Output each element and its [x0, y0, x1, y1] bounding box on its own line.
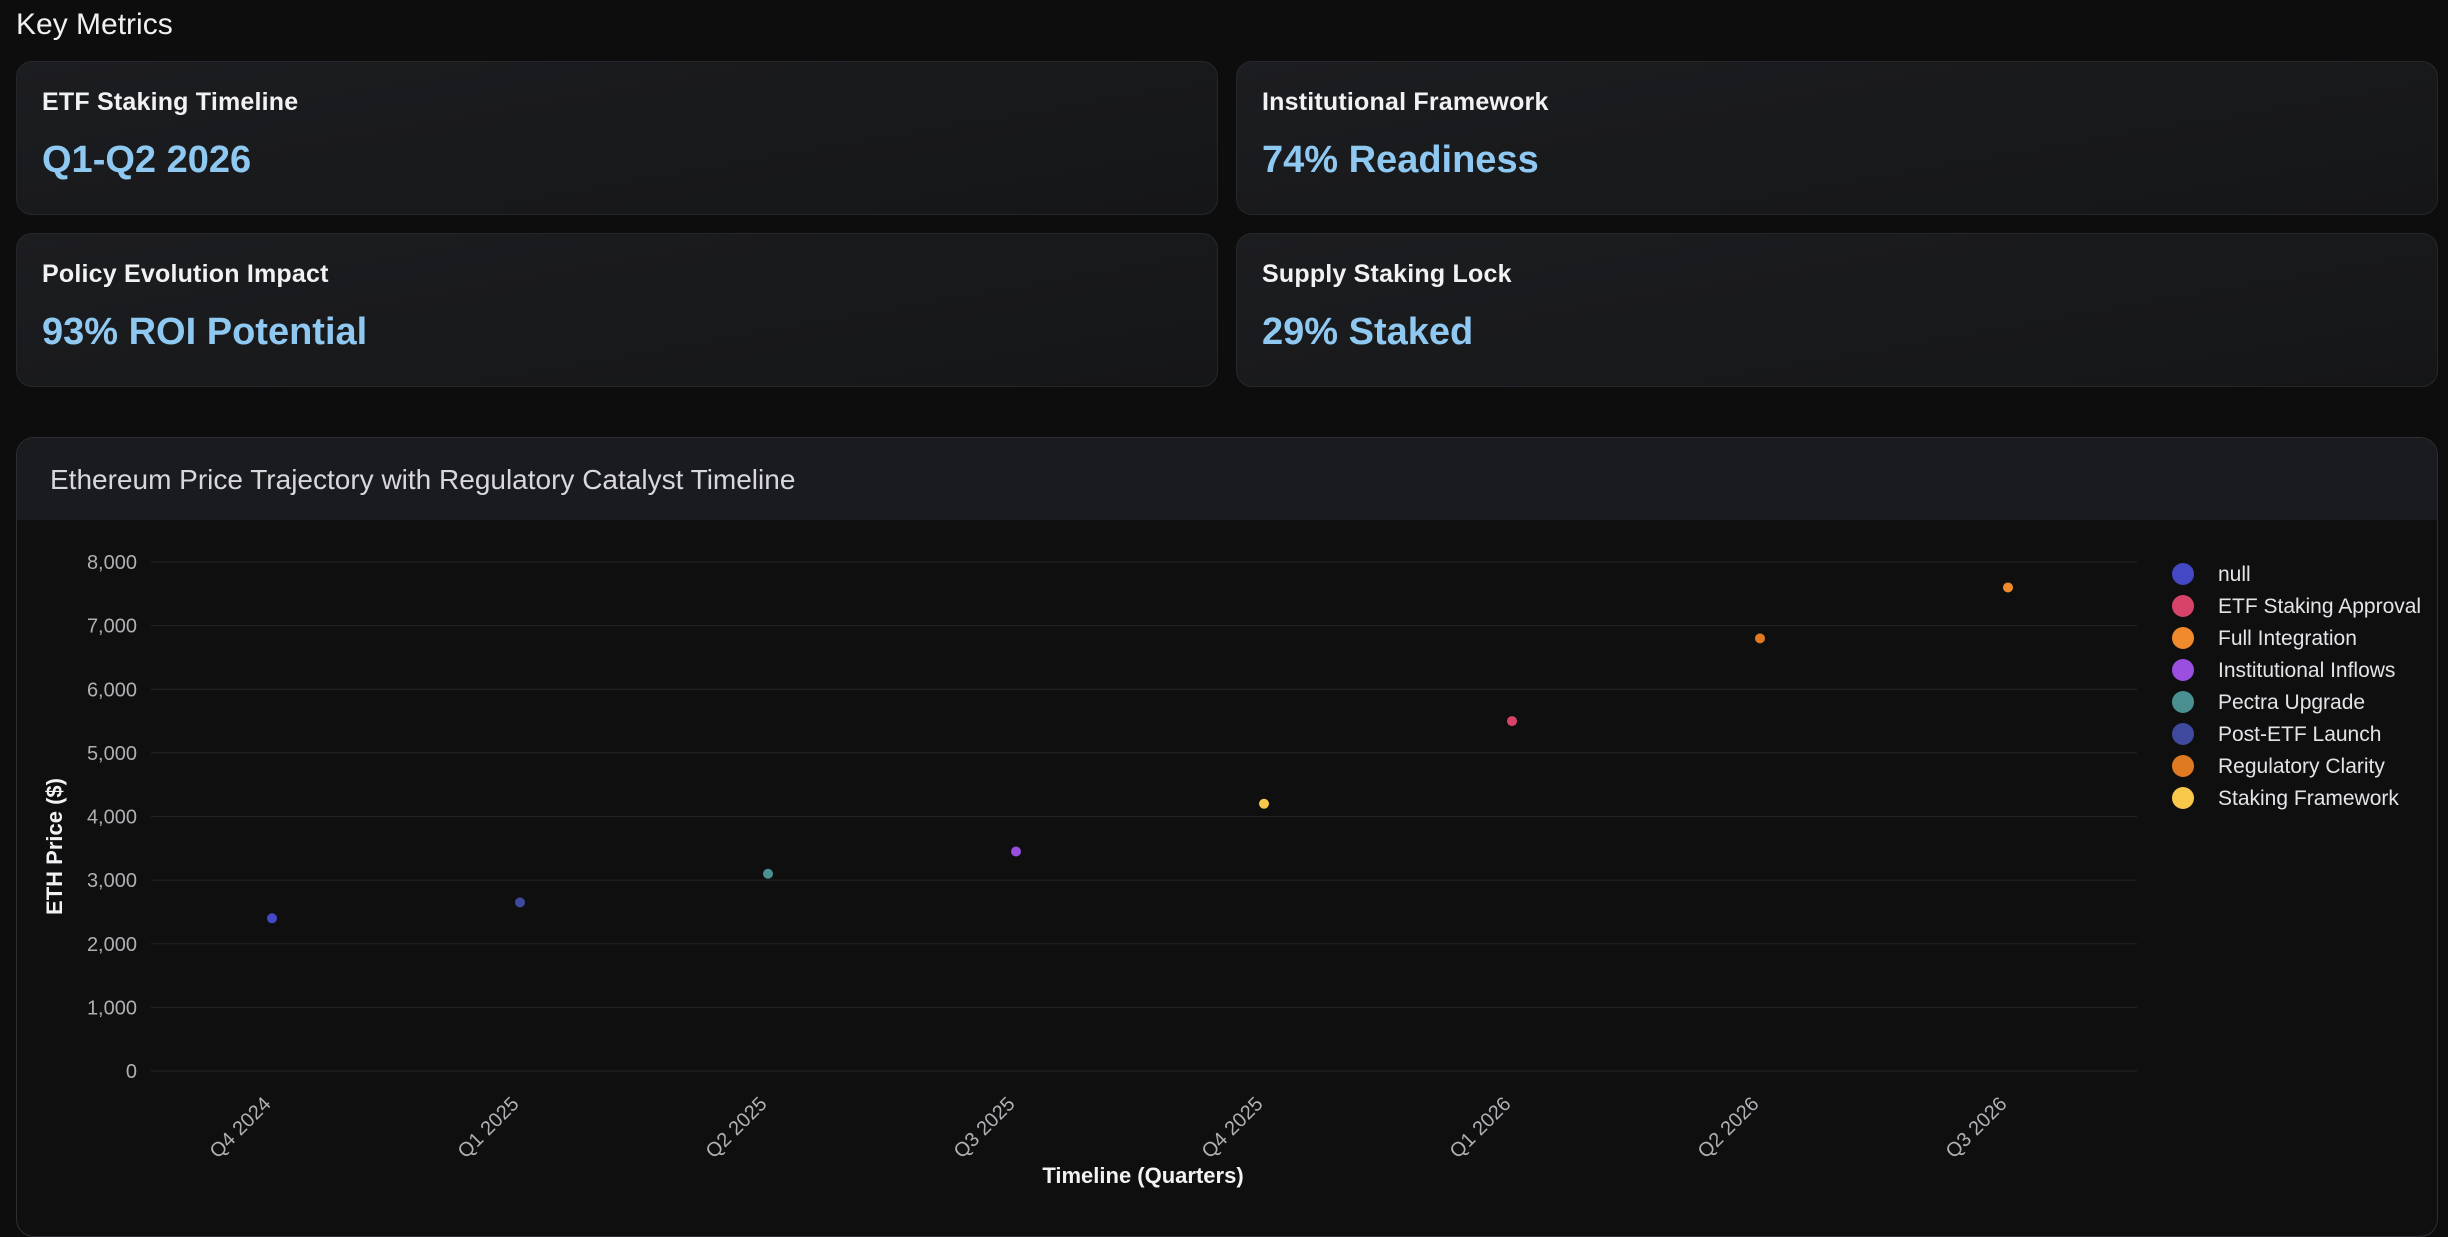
legend: null ETF Staking Approval Full Integration…	[2172, 563, 2421, 810]
chart-panel: Ethereum Price Trajectory with Regulator…	[16, 437, 2438, 1237]
legend-swatch	[2172, 595, 2194, 617]
y-tick-label: 1,000	[87, 997, 137, 1019]
y-tick-label: 6,000	[87, 679, 137, 701]
y-tick-label: 3,000	[87, 870, 137, 892]
metric-label: Supply Staking Lock	[1262, 260, 1512, 288]
y-tick-label: 5,000	[87, 743, 137, 765]
metric-card-policy-evolution-impact: Policy Evolution Impact 93% ROI Potentia…	[16, 233, 1218, 387]
legend-item: Full Integration	[2172, 627, 2357, 650]
data-point	[267, 913, 277, 924]
data-point	[1755, 633, 1765, 644]
scatter-chart: 0 1,000 2,000 3,000 4,000 5,000 6,000 7,000 8,00…	[42, 552, 2421, 1188]
y-tick-label: 7,000	[87, 616, 137, 638]
x-tick-label: Q2 2026	[1694, 1093, 1764, 1163]
data-point	[1011, 846, 1021, 857]
chart-title: Ethereum Price Trajectory with Regulator…	[17, 438, 2437, 520]
legend-label: Institutional Inflows	[2218, 659, 2395, 682]
y-tick-label: 8,000	[87, 552, 137, 574]
x-tick-label: Q3 2025	[950, 1093, 1020, 1163]
x-tick-label: Q1 2025	[454, 1093, 524, 1163]
data-point	[1507, 716, 1517, 727]
legend-label: Full Integration	[2218, 627, 2357, 650]
grid-lines	[151, 561, 2137, 1072]
x-axis-ticks: Q4 2024 Q1 2025 Q2 2025 Q3 2025 Q4 2025 Q1 20…	[206, 1093, 2012, 1163]
data-point	[2003, 582, 2013, 593]
y-tick-label: 2,000	[87, 934, 137, 956]
data-point	[515, 897, 525, 908]
metric-label: ETF Staking Timeline	[42, 88, 299, 116]
metric-card-supply-staking-lock: Supply Staking Lock 29% Staked	[1236, 233, 2438, 387]
legend-swatch	[2172, 787, 2194, 809]
legend-label: Pectra Upgrade	[2218, 691, 2365, 714]
x-axis-title: Timeline (Quarters)	[1042, 1163, 1243, 1188]
legend-swatch	[2172, 755, 2194, 777]
y-axis-title: ETH Price ($)	[42, 778, 67, 915]
data-point	[1259, 798, 1269, 809]
legend-swatch	[2172, 563, 2194, 585]
legend-item: Staking Framework	[2172, 787, 2399, 810]
y-tick-label: 4,000	[87, 807, 137, 829]
metric-card-etf-staking-timeline: ETF Staking Timeline Q1-Q2 2026	[16, 61, 1218, 215]
legend-swatch	[2172, 723, 2194, 745]
y-tick-label: 0	[126, 1061, 137, 1083]
legend-item: ETF Staking Approval	[2172, 595, 2421, 618]
metric-card-institutional-framework: Institutional Framework 74% Readiness	[1236, 61, 2438, 215]
metric-label: Institutional Framework	[1262, 88, 1549, 116]
metrics-grid: ETF Staking Timeline Q1-Q2 2026 Institut…	[16, 61, 2438, 387]
data-point	[763, 868, 773, 879]
x-tick-label: Q4 2024	[206, 1093, 276, 1163]
metric-value: Q1-Q2 2026	[42, 139, 252, 181]
metric-label: Policy Evolution Impact	[42, 260, 329, 288]
legend-item: Post-ETF Launch	[2172, 723, 2381, 746]
section-title: Key Metrics	[16, 8, 173, 41]
x-tick-label: Q1 2026	[1446, 1093, 1516, 1163]
metric-value: 93% ROI Potential	[42, 311, 368, 353]
metric-value: 29% Staked	[1262, 311, 1474, 353]
y-axis-ticks: 0 1,000 2,000 3,000 4,000 5,000 6,000 7,000 8,00…	[87, 552, 137, 1083]
legend-item: Regulatory Clarity	[2172, 755, 2385, 778]
metric-value: 74% Readiness	[1262, 139, 1539, 181]
legend-swatch	[2172, 659, 2194, 681]
x-tick-label: Q3 2026	[1942, 1093, 2012, 1163]
legend-item: Institutional Inflows	[2172, 659, 2395, 682]
legend-label: Regulatory Clarity	[2218, 755, 2385, 778]
legend-swatch	[2172, 627, 2194, 649]
x-tick-label: Q2 2025	[702, 1093, 772, 1163]
x-tick-label: Q4 2025	[1198, 1093, 1268, 1163]
legend-label: ETF Staking Approval	[2218, 595, 2421, 618]
data-points	[267, 582, 2013, 924]
legend-label: null	[2218, 563, 2251, 586]
legend-swatch	[2172, 691, 2194, 713]
legend-item: null	[2172, 563, 2251, 586]
legend-label: Staking Framework	[2218, 787, 2399, 810]
legend-label: Post-ETF Launch	[2218, 723, 2381, 746]
legend-item: Pectra Upgrade	[2172, 691, 2365, 714]
